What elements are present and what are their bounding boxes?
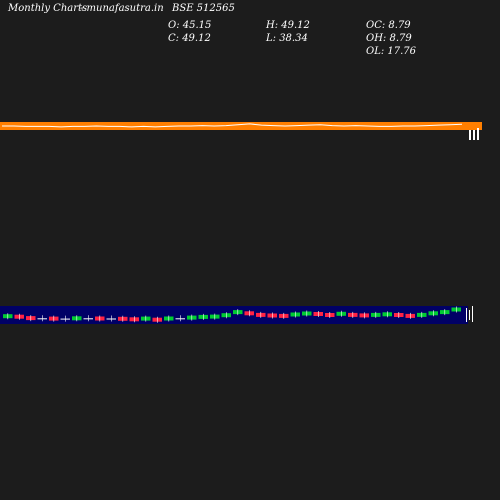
low-value: L: 38.34 <box>266 33 308 44</box>
price-end-marker <box>469 128 479 140</box>
close-value: C: 49.12 <box>168 33 211 44</box>
oc-value: OC: 8.79 <box>366 20 411 31</box>
chart-period-label: Monthly Charts <box>8 3 88 14</box>
symbol-label: BSE 512565 <box>172 3 235 14</box>
open-value: O: 45.15 <box>168 20 212 31</box>
ol-value: OL: 17.76 <box>366 46 417 57</box>
price-band <box>0 122 482 130</box>
oh-value: OH: 8.79 <box>366 33 412 44</box>
candle-end-marker <box>466 306 473 322</box>
high-value: H: 49.12 <box>266 20 310 31</box>
candle-panel <box>0 306 468 324</box>
candles-group <box>3 306 461 323</box>
price-line <box>2 123 463 128</box>
site-label: - munafasutra.in <box>80 3 164 14</box>
